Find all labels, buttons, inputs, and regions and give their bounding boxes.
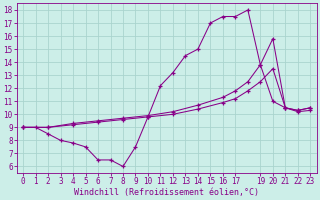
X-axis label: Windchill (Refroidissement éolien,°C): Windchill (Refroidissement éolien,°C) bbox=[74, 188, 259, 197]
